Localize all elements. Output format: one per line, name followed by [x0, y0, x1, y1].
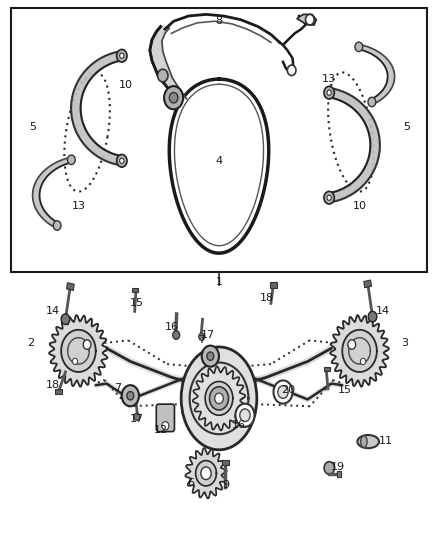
Circle shape [120, 53, 124, 59]
Ellipse shape [357, 435, 379, 448]
Text: 18: 18 [46, 380, 60, 390]
Bar [270, 282, 276, 288]
Circle shape [236, 403, 254, 427]
Circle shape [324, 462, 335, 474]
Circle shape [83, 340, 91, 349]
Circle shape [324, 86, 334, 99]
Circle shape [122, 385, 139, 406]
Bar [132, 288, 138, 292]
Polygon shape [196, 461, 216, 486]
Text: 17: 17 [201, 330, 215, 340]
Text: 3: 3 [402, 338, 409, 348]
Text: 5: 5 [29, 122, 36, 132]
Polygon shape [61, 330, 96, 372]
Ellipse shape [360, 436, 367, 447]
Circle shape [324, 191, 334, 204]
Circle shape [368, 97, 376, 107]
Polygon shape [193, 366, 245, 431]
Polygon shape [358, 45, 395, 104]
Polygon shape [205, 382, 233, 415]
Circle shape [287, 65, 296, 76]
Bar [11, 8, 427, 272]
Polygon shape [342, 330, 377, 372]
Text: 2: 2 [27, 338, 35, 348]
Bar [222, 459, 230, 465]
Text: 8: 8 [215, 16, 223, 26]
Text: 18: 18 [259, 293, 274, 303]
Bar [67, 282, 74, 290]
Circle shape [327, 90, 331, 95]
Text: 7: 7 [198, 335, 205, 345]
Circle shape [215, 393, 223, 403]
Text: 1: 1 [215, 277, 223, 287]
Bar [55, 389, 63, 394]
Circle shape [162, 422, 169, 430]
Polygon shape [330, 315, 389, 386]
Text: 20: 20 [281, 385, 295, 395]
Text: 9: 9 [222, 480, 229, 490]
Circle shape [278, 386, 288, 398]
Circle shape [117, 50, 127, 62]
Circle shape [207, 352, 214, 360]
Text: 11: 11 [378, 435, 392, 446]
Circle shape [120, 158, 124, 164]
Text: 10: 10 [353, 201, 367, 211]
Polygon shape [49, 315, 108, 386]
Text: 12: 12 [154, 425, 168, 435]
Circle shape [53, 221, 61, 230]
Circle shape [240, 409, 250, 422]
Circle shape [273, 381, 293, 403]
Text: 19: 19 [331, 462, 345, 472]
Polygon shape [185, 448, 227, 498]
Text: 14: 14 [376, 306, 390, 316]
Text: 7: 7 [114, 383, 121, 393]
Circle shape [201, 467, 211, 480]
Text: 15: 15 [337, 385, 351, 395]
Polygon shape [71, 51, 123, 165]
Ellipse shape [181, 347, 257, 450]
Circle shape [134, 413, 140, 421]
Circle shape [348, 340, 356, 349]
Circle shape [202, 345, 219, 367]
Circle shape [173, 331, 180, 340]
Circle shape [305, 14, 314, 25]
Circle shape [127, 392, 134, 400]
Polygon shape [297, 14, 316, 25]
Circle shape [368, 311, 377, 322]
Text: 15: 15 [130, 298, 144, 309]
Circle shape [67, 155, 75, 165]
Text: 5: 5 [403, 122, 410, 132]
Circle shape [169, 92, 178, 103]
Text: 6: 6 [187, 478, 194, 488]
Polygon shape [328, 88, 380, 203]
Circle shape [327, 195, 331, 200]
Bar [337, 471, 341, 478]
Text: 10: 10 [119, 79, 133, 90]
Polygon shape [150, 27, 187, 99]
Circle shape [209, 387, 229, 410]
FancyBboxPatch shape [156, 404, 174, 432]
Text: 13: 13 [71, 201, 85, 211]
Circle shape [158, 69, 168, 82]
Circle shape [360, 358, 366, 365]
Text: 14: 14 [46, 306, 60, 316]
Circle shape [355, 42, 363, 52]
Text: 17: 17 [130, 415, 144, 424]
Polygon shape [32, 157, 72, 228]
Text: 13: 13 [322, 74, 336, 84]
Text: 4: 4 [215, 156, 223, 166]
Circle shape [72, 358, 78, 365]
Bar [324, 367, 330, 371]
Bar [364, 280, 371, 288]
Circle shape [117, 155, 127, 167]
Circle shape [164, 86, 183, 109]
Circle shape [199, 333, 205, 341]
Text: 16: 16 [164, 322, 178, 332]
Text: 16: 16 [231, 419, 245, 430]
Circle shape [61, 314, 70, 325]
